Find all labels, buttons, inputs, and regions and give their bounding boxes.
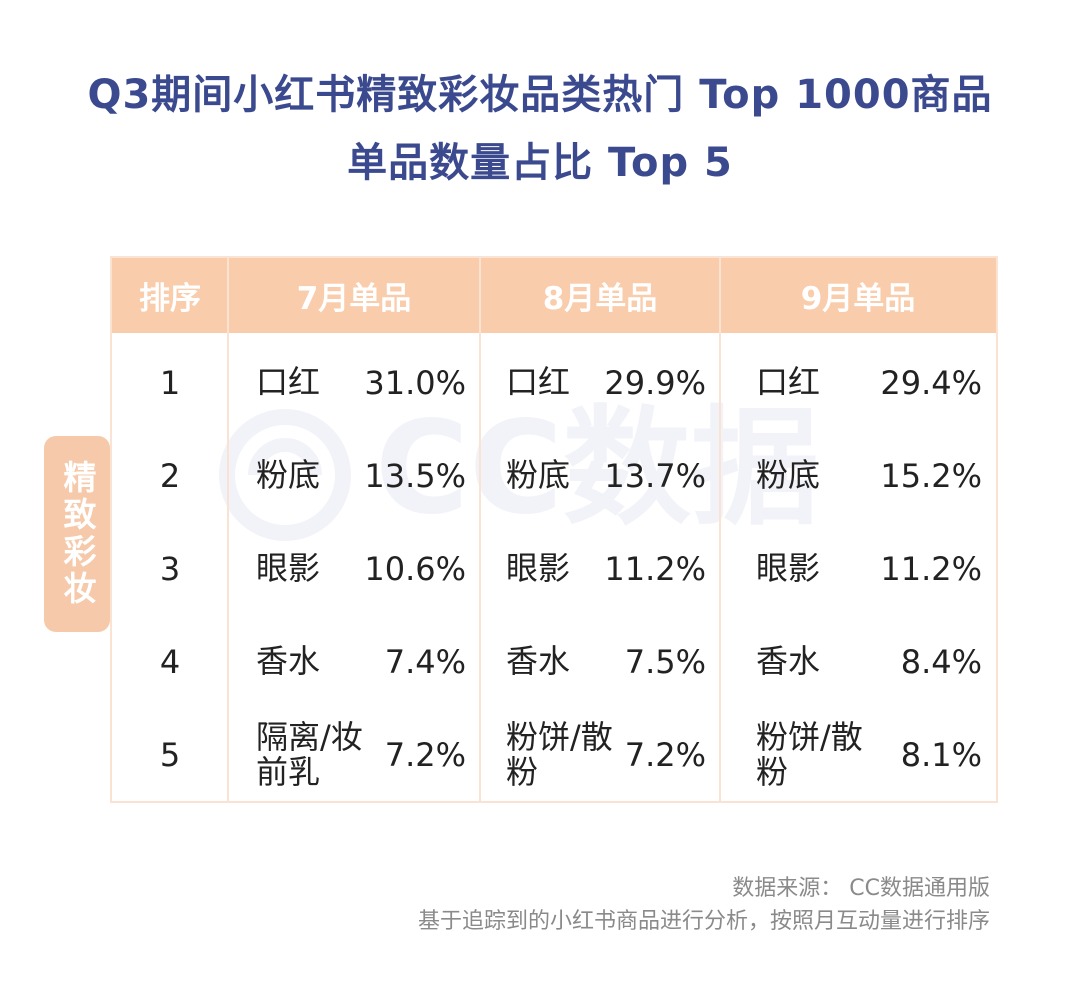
rank-cell: 1 (159, 364, 181, 402)
column-divider (719, 258, 721, 801)
share-value-cell: 7.2% (384, 736, 466, 774)
item-name-cell: 粉饼/散粉 (756, 717, 863, 791)
share-value-cell: 8.4% (900, 643, 982, 681)
share-value-cell: 10.6% (364, 550, 466, 588)
share-value-cell: 7.2% (624, 736, 706, 774)
share-value-cell: 29.9% (604, 364, 706, 402)
table-header: 排序 7月单品 8月单品 9月单品 (112, 258, 996, 333)
item-name-cell: 口红 (756, 363, 821, 402)
item-name-cell: 口红 (506, 363, 571, 402)
item-name-cell: 隔离/妆前乳 (256, 717, 363, 791)
share-value-cell: 13.5% (364, 457, 466, 495)
share-value-cell: 29.4% (880, 364, 982, 402)
item-name-cell: 粉饼/散粉 (506, 717, 613, 791)
table-row: 4 香水 7.4% 香水 7.5% 香水 8.4% (112, 615, 996, 709)
item-name-cell: 眼影 (256, 549, 321, 588)
share-value-cell: 13.7% (604, 457, 706, 495)
category-side-label: 精致彩妆 (44, 436, 110, 632)
item-name-cell: 口红 (256, 363, 321, 402)
share-value-cell: 11.2% (604, 550, 706, 588)
header-july: 7月单品 (296, 281, 412, 317)
chart-subtitle: 单品数量占比 Top 5 (347, 140, 733, 186)
share-value-cell: 31.0% (364, 364, 466, 402)
item-name-cell: 粉底 (506, 456, 571, 495)
table-row: 2 粉底 13.5% 粉底 13.7% 粉底 15.2% (112, 429, 996, 523)
header-rank: 排序 (139, 281, 201, 317)
header-september: 9月单品 (800, 281, 916, 317)
table-row: 3 眼影 10.6% 眼影 11.2% 眼影 11.2% (112, 522, 996, 616)
rank-cell: 2 (159, 457, 181, 495)
share-value-cell: 7.4% (384, 643, 466, 681)
table-row: 1 口红 31.0% 口红 29.9% 口红 29.4% (112, 336, 996, 430)
method-note: 基于追踪到的小红书商品进行分析，按照月互动量进行排序 (417, 909, 990, 934)
item-name-cell: 香水 (256, 642, 321, 681)
source-note: 数据来源： CC数据通用版 (732, 876, 990, 901)
chart-title: Q3期间小红书精致彩妆品类热门 Top 1000商品 (87, 72, 993, 118)
share-value-cell: 15.2% (880, 457, 982, 495)
ranking-table: 排序 7月单品 8月单品 9月单品 1 口红 31.0% 口红 29.9% 口红 29.4%… (110, 256, 998, 803)
share-value-cell: 11.2% (880, 550, 982, 588)
column-divider (227, 258, 229, 801)
item-name-cell: 粉底 (256, 456, 321, 495)
category-side-label-text: 精致彩妆 (58, 460, 97, 608)
share-value-cell: 8.1% (900, 736, 982, 774)
table-row: 5 隔离/妆前乳 7.2% 粉饼/散粉 7.2% 粉饼/散粉 8.1% (112, 708, 996, 802)
item-name-cell: 眼影 (506, 549, 571, 588)
share-value-cell: 7.5% (624, 643, 706, 681)
item-name-cell: 香水 (756, 642, 821, 681)
header-august: 8月单品 (542, 281, 658, 317)
item-name-cell: 粉底 (756, 456, 821, 495)
item-name-cell: 香水 (506, 642, 571, 681)
rank-cell: 5 (159, 736, 181, 774)
column-divider (479, 258, 481, 801)
rank-cell: 3 (159, 550, 181, 588)
item-name-cell: 眼影 (756, 549, 821, 588)
rank-cell: 4 (159, 643, 181, 681)
